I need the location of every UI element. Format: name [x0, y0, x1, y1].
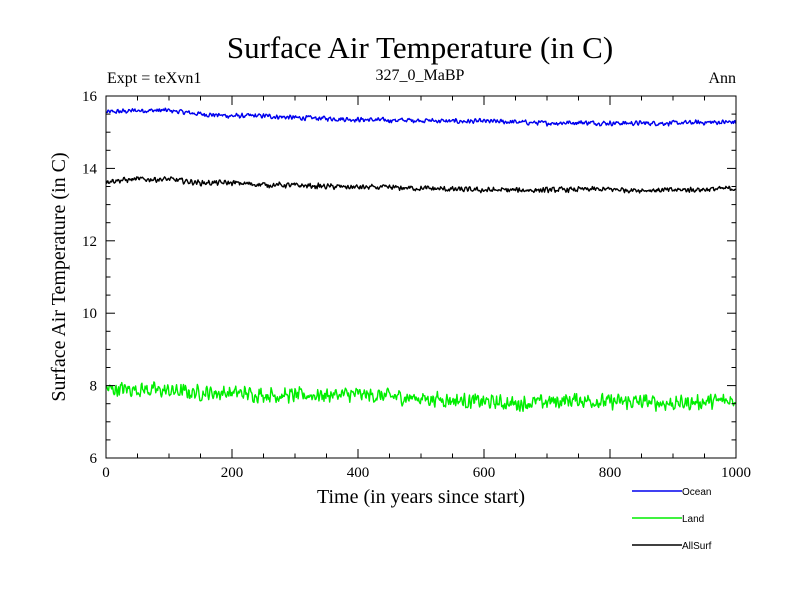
x-tick-label: 600 [473, 465, 496, 481]
x-tick-label: 400 [347, 465, 370, 481]
x-tick-label: 1000 [721, 465, 751, 481]
y-axis-label: Surface Air Temperature (in C) [48, 152, 70, 401]
x-tick-label: 0 [102, 465, 110, 481]
y-tick-label: 10 [82, 306, 97, 322]
y-tick-label: 6 [90, 451, 98, 467]
chart-title: Surface Air Temperature (in C) [227, 30, 613, 65]
series-layer [105, 107, 737, 413]
x-axis-label: Time (in years since start) [317, 486, 525, 508]
plot-frame [105, 95, 737, 459]
period-label: Ann [708, 70, 736, 87]
y-tick-label: 16 [82, 89, 98, 105]
y-tick-label: 12 [82, 234, 97, 250]
x-tick-label: 800 [599, 465, 622, 481]
series-line-land [105, 381, 737, 413]
series-line-ocean [105, 107, 737, 127]
y-tick-label: 14 [82, 161, 98, 177]
series-line-allsurf [105, 176, 737, 194]
chart-subtitle: 327_0_MaBP [376, 67, 465, 84]
legend-label-ocean: Ocean [682, 487, 711, 498]
tick-labels: 0 200 400 600 800 1000 6 8 10 12 14 16 [82, 89, 751, 481]
legend-label-allsurf: AllSurf [682, 541, 712, 552]
x-tick-label: 200 [221, 465, 244, 481]
legend: Ocean Land AllSurf [632, 487, 712, 552]
experiment-label: Expt = teXvn1 [107, 70, 201, 87]
legend-label-land: Land [682, 514, 704, 525]
y-tick-label: 8 [90, 379, 98, 395]
